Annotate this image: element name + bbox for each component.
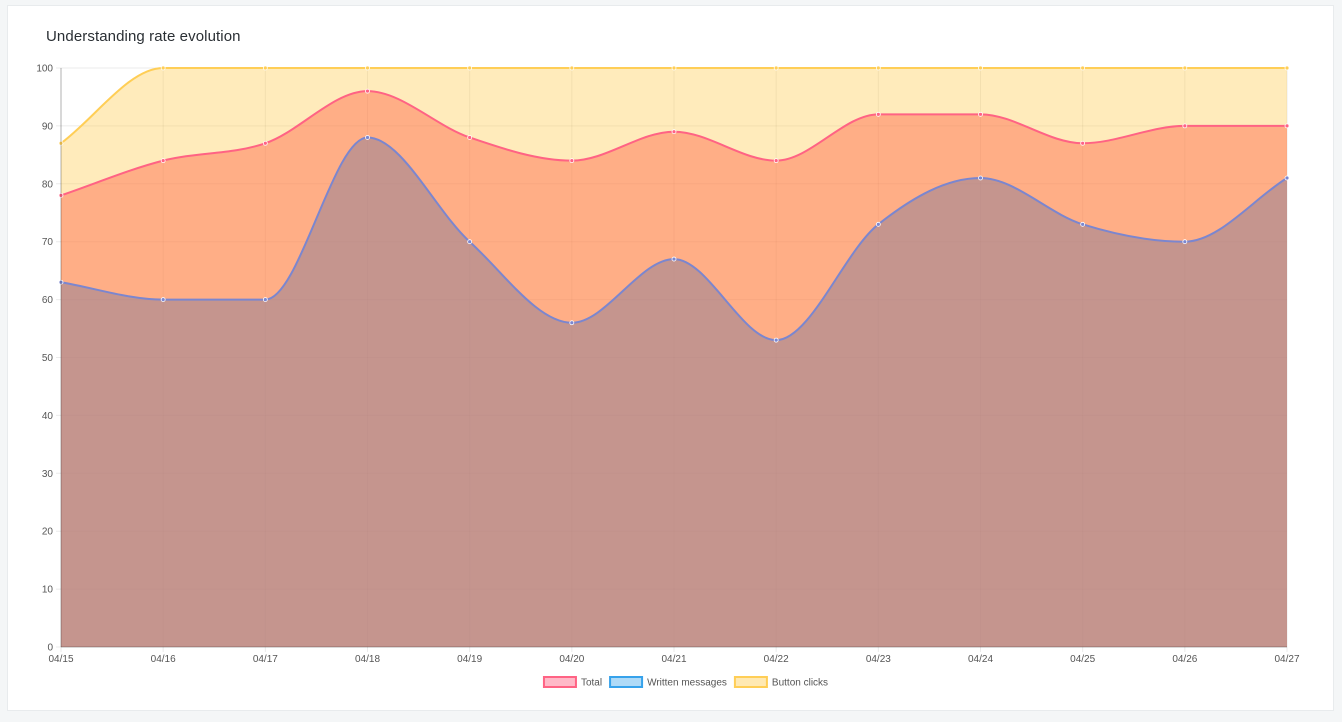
point-total[interactable]	[773, 158, 779, 164]
x-tick-label: 04/19	[457, 654, 482, 665]
x-tick-label: 04/18	[355, 654, 380, 665]
point-total[interactable]	[978, 111, 983, 117]
x-tick-label: 04/20	[559, 654, 584, 665]
point-written-messages[interactable]	[1182, 239, 1188, 245]
y-tick-label: 20	[42, 527, 54, 538]
point-written-messages[interactable]	[58, 279, 64, 285]
y-tick-label: 90	[42, 121, 54, 132]
point-total[interactable]	[671, 129, 677, 135]
x-tick-label: 04/25	[1070, 654, 1095, 665]
point-written-messages[interactable]	[160, 297, 166, 303]
point-written-messages[interactable]	[773, 337, 779, 343]
area-fills	[61, 68, 1287, 647]
chart-title: Understanding rate evolution	[46, 28, 241, 45]
legend-label: Button clicks	[772, 678, 828, 689]
y-tick-label: 60	[42, 295, 54, 306]
y-tick-label: 70	[42, 237, 54, 248]
x-tick-label: 04/15	[48, 654, 73, 665]
y-tick-label: 30	[42, 469, 54, 480]
legend-item-written-messages[interactable]: Written messages	[609, 676, 727, 689]
y-tick-label: 50	[42, 353, 54, 364]
point-written-messages[interactable]	[978, 175, 983, 181]
x-tick-label: 04/21	[661, 654, 686, 665]
point-written-messages[interactable]	[467, 239, 473, 245]
point-total[interactable]	[569, 158, 575, 164]
x-tick-label: 04/27	[1274, 654, 1299, 665]
legend-item-button-clicks[interactable]: Button clicks	[733, 676, 828, 689]
point-button-clicks[interactable]	[671, 65, 677, 71]
point-written-messages[interactable]	[365, 135, 370, 140]
legend-item-total[interactable]: Total	[542, 676, 602, 689]
point-total[interactable]	[875, 111, 881, 117]
point-written-messages[interactable]	[875, 221, 881, 227]
point-total[interactable]	[1080, 140, 1086, 146]
point-total[interactable]	[1284, 123, 1290, 129]
point-written-messages[interactable]	[569, 320, 575, 326]
x-tick-label: 04/26	[1172, 654, 1197, 665]
x-tick-label: 04/17	[253, 654, 278, 665]
x-tick-label: 04/24	[968, 654, 993, 665]
area-written-messages	[61, 137, 1287, 647]
point-total[interactable]	[365, 88, 370, 94]
axes: 0 10 20 30 40 50 60 70 80 90 100 04/15 04/16 04/17 04/…	[36, 64, 1300, 666]
point-button-clicks[interactable]	[1284, 65, 1290, 71]
x-tick-label: 04/16	[151, 654, 176, 665]
legend[interactable]: Total Written messages Button clicks	[542, 676, 828, 689]
point-total[interactable]	[467, 135, 473, 140]
point-button-clicks[interactable]	[160, 65, 166, 71]
point-written-messages[interactable]	[1080, 221, 1086, 227]
point-button-clicks[interactable]	[1182, 65, 1188, 71]
point-total[interactable]	[160, 158, 166, 164]
point-button-clicks[interactable]	[773, 65, 779, 71]
y-tick-label: 80	[42, 179, 54, 190]
point-button-clicks[interactable]	[569, 65, 575, 71]
point-total[interactable]	[58, 192, 64, 198]
point-written-messages[interactable]	[262, 297, 268, 303]
legend-label: Written messages	[647, 678, 727, 689]
data-points	[58, 65, 1290, 343]
y-tick-label: 100	[36, 64, 53, 75]
y-tick-label: 40	[42, 411, 54, 422]
legend-swatch	[542, 676, 577, 688]
point-written-messages[interactable]	[1284, 175, 1290, 181]
point-button-clicks[interactable]	[875, 65, 881, 71]
y-tick-label: 0	[47, 643, 53, 654]
legend-swatch	[609, 676, 644, 688]
point-button-clicks[interactable]	[58, 140, 64, 146]
point-button-clicks[interactable]	[1080, 65, 1086, 71]
x-tick-label: 04/23	[866, 654, 891, 665]
point-button-clicks[interactable]	[978, 65, 983, 71]
point-button-clicks[interactable]	[262, 65, 268, 71]
legend-swatch	[733, 676, 768, 688]
point-button-clicks[interactable]	[365, 65, 370, 71]
line-written-messages	[60, 136, 1288, 342]
y-tick-label: 10	[42, 585, 54, 596]
point-written-messages[interactable]	[671, 256, 677, 262]
point-button-clicks[interactable]	[467, 65, 473, 71]
x-tick-label: 04/22	[764, 654, 789, 665]
legend-label: Total	[581, 678, 602, 689]
point-total[interactable]	[262, 140, 268, 146]
point-total[interactable]	[1182, 123, 1188, 129]
